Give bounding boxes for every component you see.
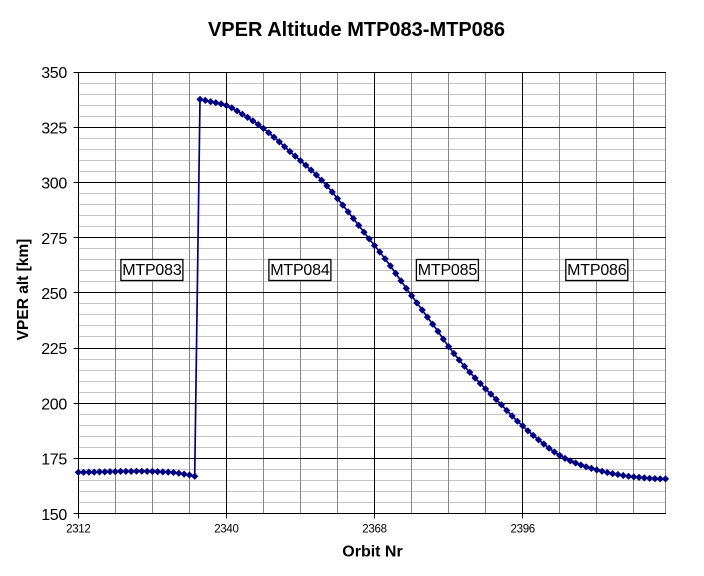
svg-text:225: 225 (41, 341, 67, 358)
svg-text:MTP083: MTP083 (122, 262, 182, 279)
svg-text:350: 350 (41, 65, 67, 82)
svg-text:2396: 2396 (511, 524, 535, 536)
svg-text:MTP086: MTP086 (567, 262, 627, 279)
svg-text:Orbit Nr: Orbit Nr (342, 544, 402, 561)
svg-text:2312: 2312 (66, 524, 90, 536)
svg-text:275: 275 (41, 231, 67, 248)
svg-text:VPER Altitude MTP083-MTP086: VPER Altitude MTP083-MTP086 (208, 19, 505, 41)
svg-text:2340: 2340 (214, 524, 238, 536)
svg-text:150: 150 (41, 507, 67, 524)
svg-text:300: 300 (41, 176, 67, 193)
svg-text:175: 175 (41, 452, 67, 469)
svg-text:200: 200 (41, 396, 67, 413)
svg-text:250: 250 (41, 286, 67, 303)
svg-text:VPER alt [km]: VPER alt [km] (15, 239, 32, 341)
svg-text:2368: 2368 (362, 524, 386, 536)
svg-text:325: 325 (41, 120, 67, 137)
svg-text:MTP085: MTP085 (418, 262, 478, 279)
svg-text:MTP084: MTP084 (270, 262, 330, 279)
